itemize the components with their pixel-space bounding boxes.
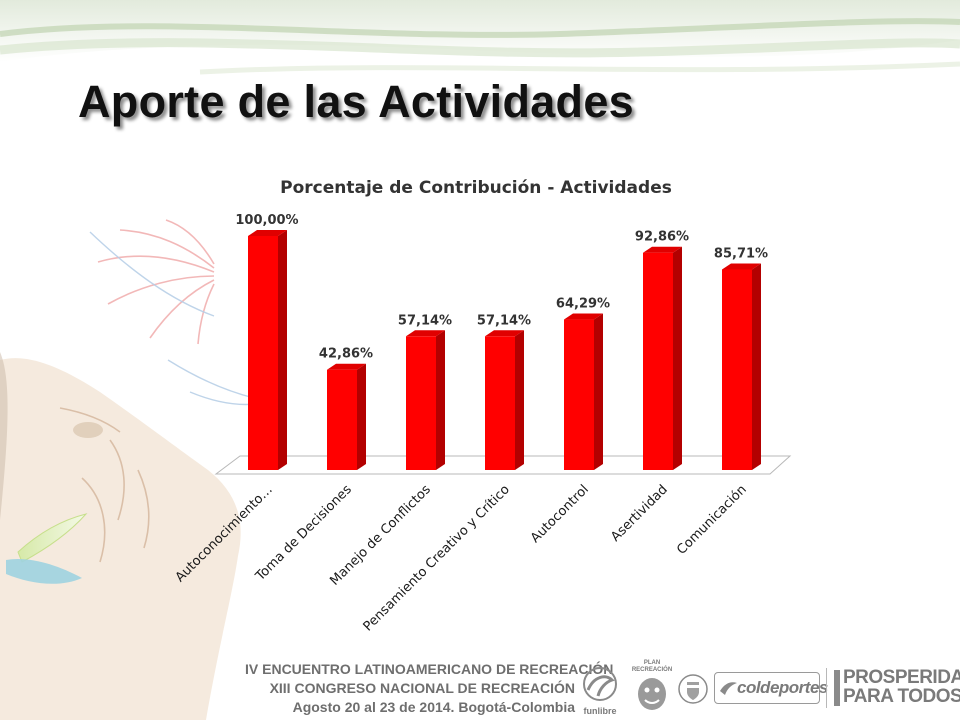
bar-front bbox=[722, 269, 752, 470]
funlibre-emblem-icon bbox=[583, 667, 617, 701]
bar-front bbox=[643, 252, 673, 470]
colombia-coat-of-arms-icon bbox=[678, 674, 708, 704]
bar-front bbox=[485, 336, 515, 470]
plan-recreacion-label: PLAN RECREACIÓN bbox=[631, 660, 673, 673]
bar-value-label: 100,00% bbox=[235, 213, 298, 228]
funlibre-logo: funlibre bbox=[578, 664, 622, 716]
plan-recreacion-logo: PLAN RECREACIÓN bbox=[630, 660, 674, 716]
prosperidad-label: PROSPERIDAD bbox=[843, 667, 960, 688]
footer-line-3: Agosto 20 al 23 de 2014. Bogotá-Colombia bbox=[292, 699, 575, 715]
bar bbox=[248, 230, 287, 470]
bar-top bbox=[327, 363, 366, 370]
blue-feather-decoration bbox=[6, 558, 82, 584]
bar bbox=[327, 363, 366, 470]
bar-value-label: 57,14% bbox=[477, 313, 531, 328]
category-tick-label: Asertividad bbox=[608, 482, 671, 545]
face-illustration bbox=[0, 358, 241, 720]
bar-front bbox=[564, 319, 594, 470]
bar bbox=[406, 330, 445, 470]
sponsor-logos: funlibre PLAN RECREACIÓN coldeportes bbox=[578, 658, 960, 718]
plan-recreacion-emblem-icon bbox=[638, 678, 666, 710]
footer-line-2: XIII CONGRESO NACIONAL DE RECREACIÓN bbox=[269, 680, 575, 696]
slide-title: Aporte de las Actividades bbox=[78, 76, 635, 127]
bar-front bbox=[406, 336, 436, 470]
green-feather-decoration bbox=[17, 513, 88, 563]
prosperidad-bar-icon bbox=[834, 670, 840, 706]
bar-side bbox=[515, 330, 524, 470]
coldeportes-swoosh-icon bbox=[720, 682, 737, 695]
bar-value-label: 42,86% bbox=[319, 347, 373, 362]
funlibre-label: funlibre bbox=[583, 706, 617, 716]
colombia-shield-logo bbox=[678, 672, 708, 706]
bar-side bbox=[752, 263, 761, 470]
bar-side bbox=[436, 330, 445, 470]
bar bbox=[643, 246, 682, 470]
bar-value-label: 92,86% bbox=[635, 230, 689, 245]
prosperidad-para-todos-logo: PROSPERIDAD PARA TODOS bbox=[834, 667, 960, 712]
bar-value-label: 85,71% bbox=[714, 246, 768, 261]
coldeportes-label: coldeportes bbox=[737, 678, 828, 697]
bar-top bbox=[485, 330, 524, 337]
bar-top bbox=[722, 263, 761, 270]
bar-side bbox=[357, 363, 366, 470]
eye-illustration bbox=[73, 422, 103, 438]
bar bbox=[722, 263, 761, 470]
hair-illustration bbox=[0, 352, 8, 520]
bar-top bbox=[643, 246, 682, 253]
logo-divider bbox=[826, 668, 827, 708]
bar-value-label: 64,29% bbox=[556, 297, 610, 312]
bar-side bbox=[594, 313, 603, 470]
category-tick-label: Comunicación bbox=[674, 482, 750, 558]
top-band-line bbox=[0, 38, 960, 58]
bar-top bbox=[406, 330, 445, 337]
chart-title: Porcentaje de Contribución - Actividades bbox=[280, 178, 672, 198]
bar bbox=[564, 313, 603, 470]
footer-line-1: IV ENCUENTRO LATINOAMERICANO DE RECREACI… bbox=[245, 661, 614, 677]
para-todos-label: PARA TODOS bbox=[843, 686, 960, 707]
bar-front bbox=[327, 369, 357, 470]
category-tick-label: Pensamiento Creativo y Crítico bbox=[361, 482, 513, 634]
event-footer: IV ENCUENTRO LATINOAMERICANO DE RECREACI… bbox=[245, 660, 614, 717]
bars-layer bbox=[248, 230, 761, 470]
category-labels-layer: Autoconocimiento…Toma de DecisionesManej… bbox=[173, 482, 750, 634]
bar-front bbox=[248, 236, 278, 470]
feather-rays-decoration bbox=[97, 219, 215, 345]
bar-top bbox=[564, 313, 603, 320]
top-band-line bbox=[199, 61, 960, 75]
top-band-line bbox=[0, 18, 960, 38]
coldeportes-logo: coldeportes bbox=[714, 672, 828, 704]
face-markings-decoration bbox=[59, 407, 150, 563]
bar-value-label: 57,14% bbox=[398, 313, 452, 328]
bar-side bbox=[278, 230, 287, 470]
bar-side bbox=[673, 246, 682, 470]
bar bbox=[485, 330, 524, 470]
category-tick-label: Autocontrol bbox=[528, 482, 592, 546]
bar-top bbox=[248, 230, 287, 236]
value-labels-layer: 100,00% 42,86% 57,14% 57,14% 64,29% 92,86% 85,… bbox=[235, 213, 768, 362]
